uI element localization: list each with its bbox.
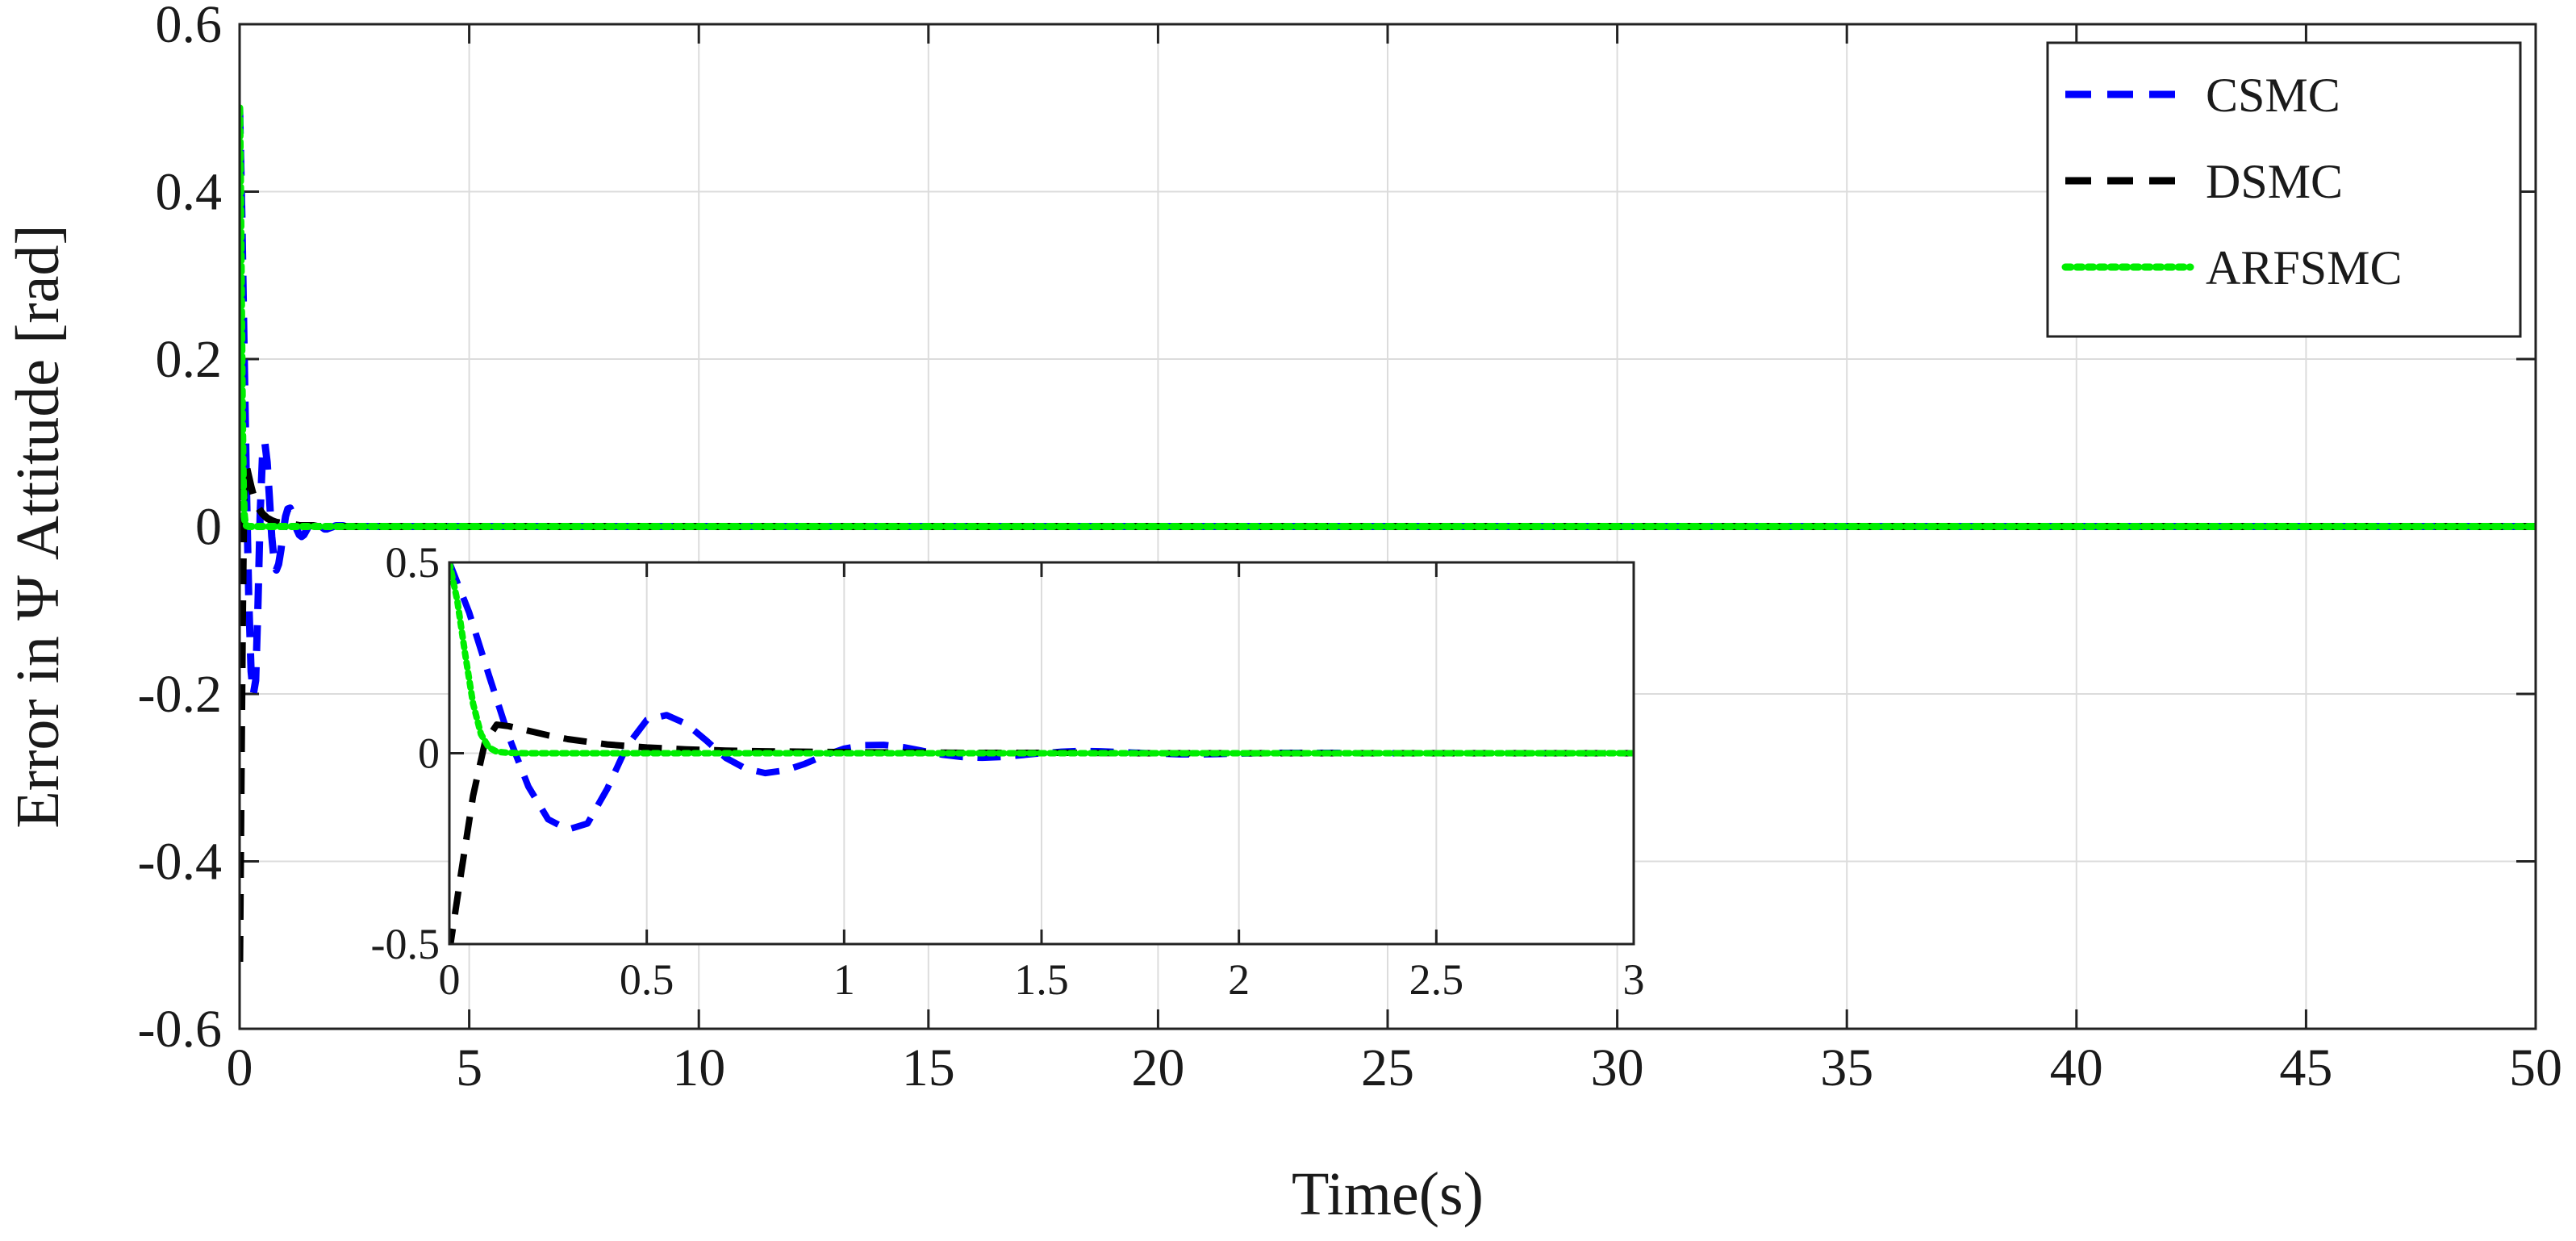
y-tick-label: 0.4 — [156, 163, 223, 222]
y-tick-label: 0 — [418, 729, 440, 778]
legend-label-dsmc: DSMC — [2206, 155, 2343, 208]
legend-label-csmc: CSMC — [2206, 69, 2340, 122]
x-tick-label: 25 — [1361, 1038, 1414, 1097]
x-tick-label: 2.5 — [1409, 955, 1464, 1004]
y-tick-label: 0.2 — [156, 330, 223, 389]
main-y-tick-labels: -0.6 -0.4 -0.2 0 0.2 0.4 0.6 — [138, 0, 222, 1059]
inset-series-group — [449, 562, 1634, 944]
y-tick-label: 0.5 — [386, 538, 440, 587]
x-tick-label: 0 — [227, 1038, 253, 1097]
x-tick-label: 40 — [2050, 1038, 2103, 1097]
inset-y-tick-labels: -0.5 0 0.5 — [371, 538, 440, 968]
y-tick-label: 0.6 — [156, 0, 223, 54]
inset-plot: 0 0.5 1 1.5 2 2.5 3 -0.500.5 — [371, 538, 1645, 1004]
legend: CSMC DSMC ARFSMC — [2046, 41, 2522, 338]
main-series-group — [240, 104, 2536, 963]
y-tick-label: 0 — [195, 498, 222, 557]
x-tick-label: 1.5 — [1014, 955, 1069, 1004]
y-tick-label: -0.6 — [138, 1000, 222, 1059]
series-line-arfsmc — [240, 104, 2536, 530]
series-line-arfsmc — [449, 562, 1634, 757]
series-line-csmc — [240, 107, 2536, 698]
x-tick-label: 5 — [456, 1038, 482, 1097]
inset-plot-frame — [448, 561, 1635, 946]
x-tick-label: 0.5 — [620, 955, 674, 1004]
y-tick-label: -0.2 — [138, 665, 222, 724]
y-axis-title: Error in Ψ Attitude [rad] — [4, 224, 72, 828]
x-tick-label: 1 — [833, 955, 855, 1004]
x-axis-title: Time(s) — [1292, 1160, 1484, 1228]
x-tick-label: 30 — [1591, 1038, 1644, 1097]
x-tick-label: 50 — [2509, 1038, 2562, 1097]
x-tick-label: 10 — [672, 1038, 725, 1097]
y-tick-label: -0.5 — [371, 920, 440, 968]
inset-x-tick-labels: 0 0.5 1 1.5 2 2.5 3 — [439, 955, 1645, 1004]
main-plot-frame — [238, 23, 2537, 1030]
x-tick-label: 15 — [902, 1038, 955, 1097]
y-tick-label: -0.4 — [138, 833, 222, 892]
x-tick-label: 20 — [1131, 1038, 1184, 1097]
x-tick-label: 0 — [439, 955, 461, 1004]
x-tick-label: 3 — [1623, 955, 1645, 1004]
legend-label-arfsmc: ARFSMC — [2206, 241, 2402, 295]
main-x-tick-labels: 0 5 10 15 20 25 30 35 40 45 50 — [227, 1038, 2563, 1097]
x-tick-label: 45 — [2279, 1038, 2332, 1097]
x-tick-label: 2 — [1228, 955, 1250, 1004]
x-tick-label: 35 — [1820, 1038, 1873, 1097]
